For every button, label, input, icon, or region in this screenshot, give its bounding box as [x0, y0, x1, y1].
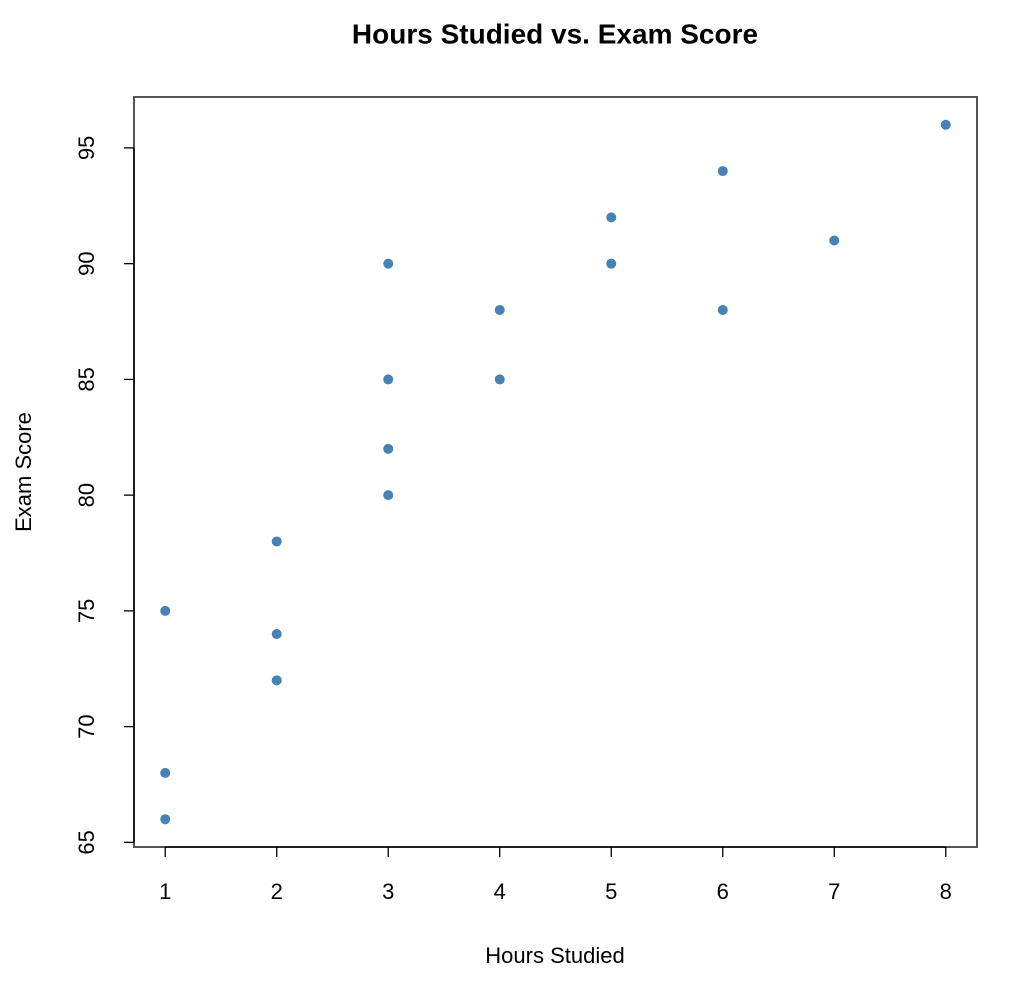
point: [829, 235, 840, 246]
y-tick-label: 95: [74, 136, 99, 160]
y-tick-label: 85: [74, 367, 99, 391]
point: [494, 374, 505, 385]
y-tick-label: 65: [74, 830, 99, 854]
point: [271, 675, 282, 686]
point: [160, 814, 171, 825]
y-tick-label: 80: [74, 483, 99, 507]
x-tick-label: 1: [159, 879, 171, 904]
point: [717, 304, 728, 315]
point: [383, 443, 394, 454]
point: [160, 605, 171, 616]
x-axis-label: Hours Studied: [485, 943, 624, 968]
point: [383, 490, 394, 501]
point: [383, 258, 394, 269]
point: [160, 767, 171, 778]
chart-title: Hours Studied vs. Exam Score: [352, 18, 758, 49]
point: [383, 374, 394, 385]
x-tick-label: 8: [940, 879, 952, 904]
point: [717, 166, 728, 177]
point: [271, 536, 282, 547]
point: [940, 119, 951, 130]
x-tick-label: 4: [494, 879, 506, 904]
y-tick-label: 75: [74, 599, 99, 623]
x-tick-label: 5: [605, 879, 617, 904]
plot-frame: [133, 96, 978, 848]
point: [271, 629, 282, 640]
x-tick-label: 2: [271, 879, 283, 904]
point: [494, 304, 505, 315]
y-tick-label: 70: [74, 714, 99, 738]
y-tick-label: 90: [74, 251, 99, 275]
x-tick-label: 6: [717, 879, 729, 904]
x-tick-label: 3: [382, 879, 394, 904]
point: [606, 212, 617, 223]
x-tick-label: 7: [828, 879, 840, 904]
point: [606, 258, 617, 269]
y-axis-label: Exam Score: [11, 412, 36, 532]
